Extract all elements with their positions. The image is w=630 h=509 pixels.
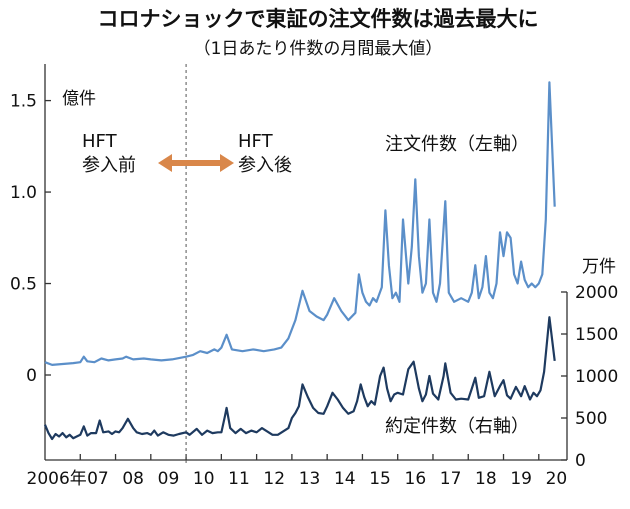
x-tick-label: 11 [228,469,250,489]
x-tick-label: 09 [158,469,180,489]
x-tick-label: 17 [440,469,462,489]
right-tick-label: 500 [575,409,607,429]
annotations: HFT 参入前 HFT 参入後 [82,131,292,176]
annotation-before-line2: 参入前 [82,155,136,176]
x-tick-label: 15 [369,469,391,489]
right-tick-label: 0 [575,451,586,471]
series-label-orders: 注文件数（左軸） [385,134,529,155]
x-tick-label: 18 [475,469,497,489]
left-tick-label: 1.5 [10,92,37,112]
x-tick-label: 2006年 [27,469,87,489]
right-axis-unit: 万件 [582,257,616,277]
hft-arrow [158,154,234,172]
right-tick-label: 2000 [575,283,618,303]
axes: 0 0.5 1.0 1.5 0 500 1000 1500 2000 2006年 07 08 09 10 1… [10,64,618,489]
series-line-orders [44,81,556,366]
left-axis-unit: 億件 [62,89,96,109]
x-tick-label: 16 [405,469,427,489]
x-tick-label: 07 [87,469,109,489]
x-tick-label: 08 [122,469,144,489]
chart-subtitle: （1日あたり件数の月間最大値） [194,39,443,59]
annotation-after-line1: HFT [238,131,274,152]
series-label-executions: 約定件数（右軸） [385,416,529,437]
x-tick-label: 13 [299,469,321,489]
annotation-before-line1: HFT [82,131,118,152]
x-tick-label: 12 [263,469,285,489]
chart-title: コロナショックで東証の注文件数は過去最大に [98,7,539,31]
left-tick-label: 1.0 [10,183,37,203]
left-tick-label: 0 [26,366,37,386]
right-tick-label: 1500 [575,325,618,345]
right-tick-label: 1000 [575,367,618,387]
annotation-after-line2: 参入後 [238,155,292,176]
x-tick-label: 10 [193,469,215,489]
x-tick-label: 19 [510,469,532,489]
x-tick-label: 20 [546,469,568,489]
series-line-executions [43,316,556,441]
left-tick-label: 0.5 [10,275,37,295]
series [43,81,556,441]
x-tick-label: 14 [334,469,356,489]
